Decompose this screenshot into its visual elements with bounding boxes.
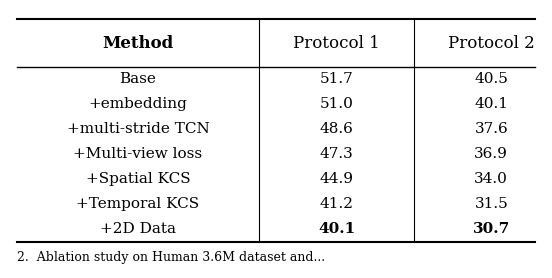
- Text: Protocol 1: Protocol 1: [293, 34, 380, 52]
- Text: 51.7: 51.7: [320, 72, 354, 86]
- Text: +Multi-view loss: +Multi-view loss: [73, 147, 203, 161]
- Text: 41.2: 41.2: [320, 197, 354, 211]
- Text: 2.  Ablation study on Human 3.6M dataset and...: 2. Ablation study on Human 3.6M dataset …: [17, 251, 325, 264]
- Text: 37.6: 37.6: [474, 122, 508, 136]
- Text: 40.1: 40.1: [474, 97, 508, 111]
- Text: Protocol 2: Protocol 2: [448, 34, 535, 52]
- Text: 51.0: 51.0: [320, 97, 354, 111]
- Text: +embedding: +embedding: [88, 97, 188, 111]
- Text: 47.3: 47.3: [320, 147, 354, 161]
- Text: 31.5: 31.5: [474, 197, 508, 211]
- Text: 40.1: 40.1: [318, 222, 355, 236]
- Text: 44.9: 44.9: [320, 172, 354, 186]
- Text: 30.7: 30.7: [473, 222, 510, 236]
- Text: 48.6: 48.6: [320, 122, 354, 136]
- Text: 34.0: 34.0: [474, 172, 508, 186]
- Text: +2D Data: +2D Data: [100, 222, 176, 236]
- Text: Base: Base: [120, 72, 156, 86]
- Text: +Spatial KCS: +Spatial KCS: [86, 172, 190, 186]
- Text: 36.9: 36.9: [474, 147, 508, 161]
- Text: +Temporal KCS: +Temporal KCS: [76, 197, 200, 211]
- Text: 40.5: 40.5: [474, 72, 508, 86]
- Text: +multi-stride TCN: +multi-stride TCN: [67, 122, 209, 136]
- Text: Method: Method: [102, 34, 174, 52]
